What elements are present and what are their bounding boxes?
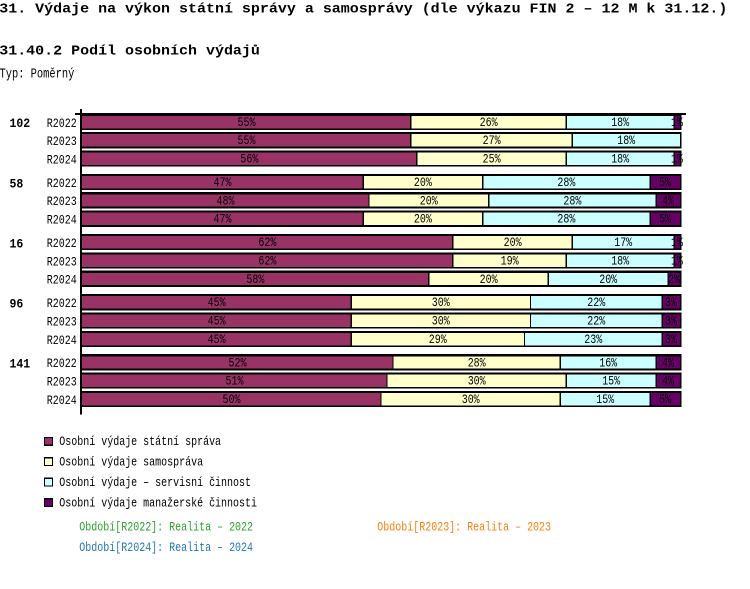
svg-text:51%: 51% [226,375,244,390]
svg-text:R2024: R2024 [47,274,77,289]
svg-text:30%: 30% [468,375,486,390]
svg-text:102: 102 [10,117,31,132]
svg-text:4%: 4% [662,356,674,371]
svg-text:20%: 20% [414,176,432,191]
svg-text:45%: 45% [208,333,226,348]
svg-text:58%: 58% [246,273,264,288]
svg-text:30%: 30% [432,314,450,329]
svg-text:18%: 18% [611,152,629,167]
svg-text:58: 58 [10,177,24,192]
svg-text:28%: 28% [468,356,486,371]
svg-text:62%: 62% [258,236,276,251]
svg-text:R2023: R2023 [47,255,77,270]
svg-text:18%: 18% [611,254,629,269]
svg-text:27%: 27% [483,134,501,149]
svg-text:R2024: R2024 [47,213,77,228]
svg-text:R2022: R2022 [47,117,77,132]
svg-text:20%: 20% [599,273,617,288]
svg-text:R2024: R2024 [47,334,77,349]
svg-text:28%: 28% [563,194,581,209]
svg-text:19%: 19% [501,254,519,269]
svg-text:23%: 23% [584,333,602,348]
svg-text:25%: 25% [483,152,501,167]
svg-text:Osobní výdaje manažerské činno: Osobní výdaje manažerské činnosti [59,496,257,511]
svg-text:1%: 1% [671,152,683,167]
svg-text:20%: 20% [504,236,522,251]
svg-text:55%: 55% [238,134,256,149]
svg-text:5%: 5% [659,393,671,408]
svg-text:15%: 15% [602,375,620,390]
svg-text:17%: 17% [614,236,632,251]
svg-text:20%: 20% [420,194,438,209]
svg-text:16%: 16% [599,356,617,371]
svg-text:31. Výdaje na výkon státní spr: 31. Výdaje na výkon státní správy a samo… [0,2,727,18]
svg-text:1%: 1% [671,116,683,131]
svg-text:16: 16 [10,237,24,252]
svg-text:56%: 56% [240,152,258,167]
svg-text:Období[R2022]: Realita – 2022: Období[R2022]: Realita – 2022 [79,520,253,535]
svg-text:22%: 22% [587,314,605,329]
svg-text:4%: 4% [662,375,674,390]
svg-text:15%: 15% [596,393,614,408]
svg-text:Období[R2023]: Realita – 2023: Období[R2023]: Realita – 2023 [377,520,551,535]
svg-text:48%: 48% [217,194,235,209]
svg-text:Typ: Poměrný: Typ: Poměrný [0,66,74,82]
svg-text:30%: 30% [462,393,480,408]
svg-text:45%: 45% [208,296,226,311]
svg-text:52%: 52% [229,356,247,371]
svg-text:2%: 2% [668,273,680,288]
svg-text:26%: 26% [480,116,498,131]
svg-text:R2022: R2022 [47,297,77,312]
svg-text:Osobní výdaje státní správa: Osobní výdaje státní správa [59,435,221,450]
svg-text:96: 96 [10,297,24,312]
svg-text:1%: 1% [671,236,683,251]
svg-text:Osobní výdaje samospráva: Osobní výdaje samospráva [59,455,203,470]
svg-text:55%: 55% [238,116,256,131]
svg-text:18%: 18% [611,116,629,131]
svg-text:Období[R2024]: Realita – 2024: Období[R2024]: Realita – 2024 [79,541,253,556]
svg-text:28%: 28% [557,213,575,228]
svg-text:22%: 22% [587,296,605,311]
svg-text:Osobní výdaje – servisní činno: Osobní výdaje – servisní činnost [59,476,251,491]
svg-text:5%: 5% [659,213,671,228]
svg-text:47%: 47% [214,213,232,228]
svg-text:4%: 4% [662,194,674,209]
svg-text:R2023: R2023 [47,195,77,210]
svg-text:28%: 28% [557,176,575,191]
svg-text:R2023: R2023 [47,375,77,390]
svg-text:R2023: R2023 [47,135,77,150]
svg-text:18%: 18% [617,134,635,149]
svg-text:3%: 3% [665,333,677,348]
svg-text:3%: 3% [665,296,677,311]
svg-text:R2024: R2024 [47,153,77,168]
svg-text:30%: 30% [432,296,450,311]
svg-text:20%: 20% [414,213,432,228]
svg-text:47%: 47% [214,176,232,191]
svg-text:20%: 20% [480,273,498,288]
svg-text:31.40.2 Podíl osobních výdajů: 31.40.2 Podíl osobních výdajů [0,44,260,60]
svg-text:R2022: R2022 [47,237,77,252]
svg-text:45%: 45% [208,314,226,329]
svg-text:3%: 3% [665,314,677,329]
svg-text:1%: 1% [671,254,683,269]
svg-text:R2022: R2022 [47,177,77,192]
svg-text:R2024: R2024 [47,394,77,409]
svg-text:141: 141 [10,357,31,372]
svg-text:5%: 5% [659,176,671,191]
svg-text:R2022: R2022 [47,357,77,372]
svg-text:62%: 62% [258,254,276,269]
svg-text:29%: 29% [429,333,447,348]
svg-text:R2023: R2023 [47,315,77,330]
svg-text:50%: 50% [223,393,241,408]
